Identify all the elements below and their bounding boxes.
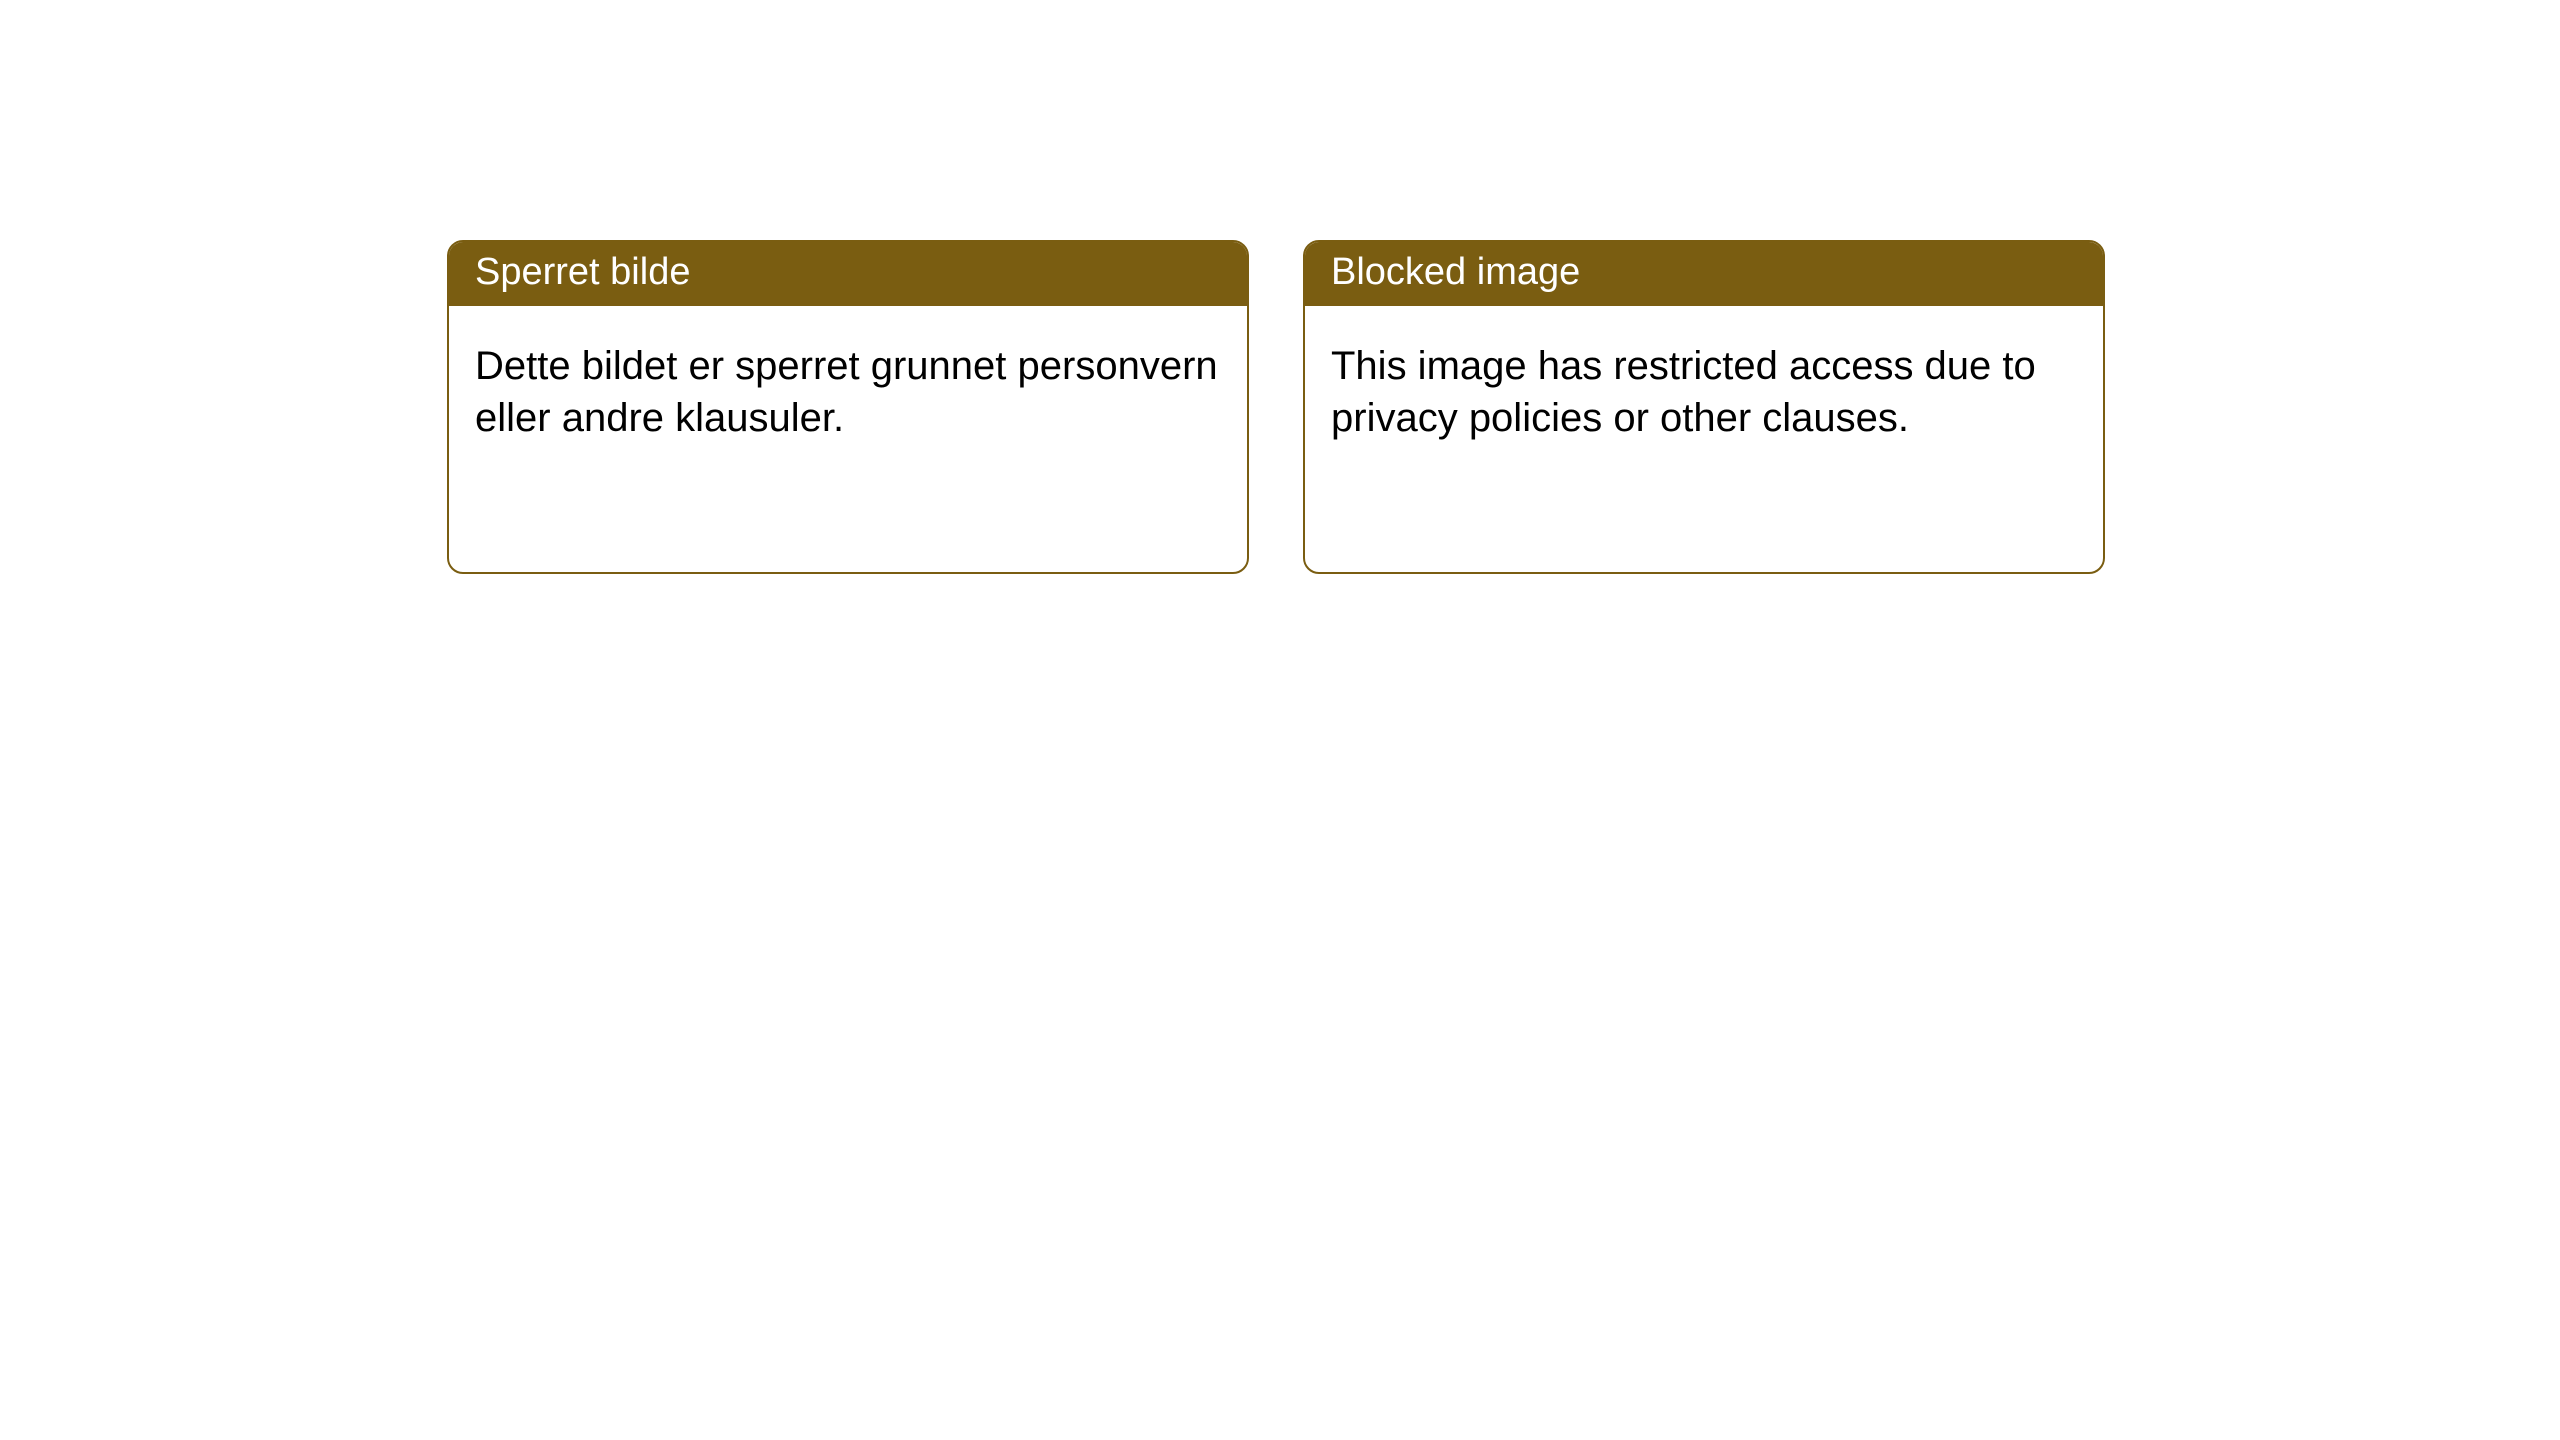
notice-card-english: Blocked image This image has restricted … xyxy=(1303,240,2105,574)
notice-container: Sperret bilde Dette bildet er sperret gr… xyxy=(0,0,2560,574)
notice-body: This image has restricted access due to … xyxy=(1305,306,2103,470)
notice-header: Sperret bilde xyxy=(449,242,1247,306)
notice-header: Blocked image xyxy=(1305,242,2103,306)
notice-card-norwegian: Sperret bilde Dette bildet er sperret gr… xyxy=(447,240,1249,574)
notice-body: Dette bildet er sperret grunnet personve… xyxy=(449,306,1247,470)
